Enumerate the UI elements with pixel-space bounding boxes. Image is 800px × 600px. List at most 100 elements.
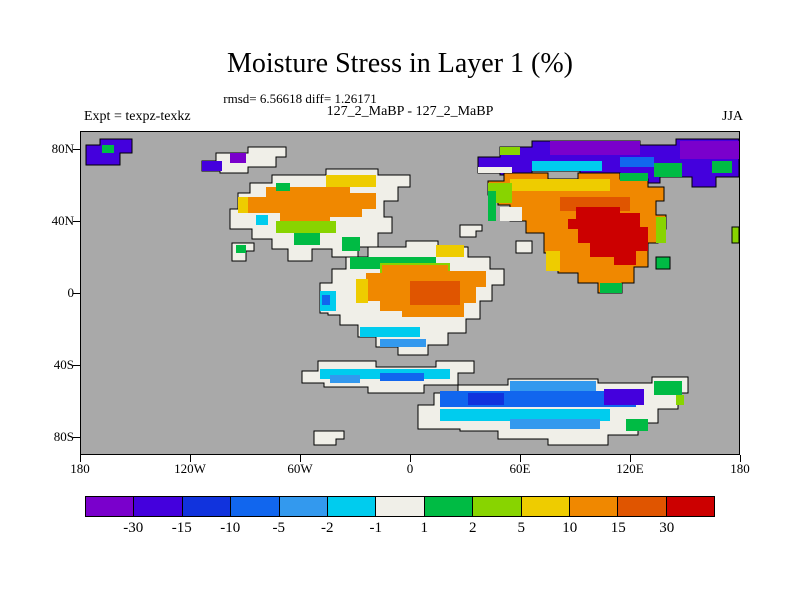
colorbar: -30 -15 -10 -5 -2 -1 1 2 5 10 15 30	[85, 496, 716, 537]
colorbar-label: 2	[469, 520, 477, 536]
patch-na-green-3	[276, 183, 290, 191]
colorbar-segment	[472, 496, 522, 517]
colorbar-label: 10	[562, 520, 578, 536]
colorbar-label: -10	[220, 520, 241, 536]
colorbar-segment	[85, 496, 135, 517]
patch-na-green-2	[342, 237, 360, 251]
colorbar-segment	[326, 496, 377, 517]
y-axis-tick	[73, 293, 80, 294]
colorbar-label: -1	[369, 520, 383, 536]
colorbar-label: 1	[420, 520, 429, 536]
y-axis-tick	[73, 149, 80, 150]
region-eurasia-south-isle	[515, 240, 533, 254]
colorbar-segment	[617, 496, 667, 517]
colorbar-segment	[181, 496, 232, 517]
patch-eurasia-green-left	[488, 191, 496, 221]
patch-tropical-lightblue-bottom	[380, 339, 426, 347]
colorbar-label: 15	[610, 520, 626, 536]
patch-eurasia-green-topright	[620, 173, 648, 181]
patch-eurasia-green-bottom	[600, 283, 622, 293]
anomaly-patches	[102, 141, 739, 431]
colorbar-label: -30	[123, 520, 144, 536]
y-axis-label: 80N	[51, 141, 74, 156]
patch-antarctica-blue-2	[468, 393, 504, 405]
x-axis-label: 60W	[287, 461, 313, 476]
patch-antarctica-green-1	[654, 381, 682, 395]
y-axis-tick	[73, 437, 80, 438]
patch-antarctica-green-2	[626, 419, 648, 431]
region-eurasia-west-isle	[459, 224, 483, 238]
colorbar-segment	[665, 496, 716, 517]
page-title: Moisture Stress in Layer 1 (%)	[226, 48, 574, 79]
x-axis-tick	[300, 455, 301, 462]
patch-band-cyan	[532, 161, 602, 171]
patch-tropical-darkorange	[410, 281, 460, 305]
region-south-isle	[313, 430, 345, 446]
patch-na-island-green	[236, 245, 246, 253]
patch-antarctica-yellowgreen	[676, 395, 684, 405]
colorbar-segment	[133, 496, 183, 517]
colorbar-segment	[375, 496, 425, 517]
x-axis-tick	[410, 455, 411, 462]
patch-band-green-1	[654, 163, 682, 177]
x-axis-label: 180	[70, 461, 90, 476]
y-axis-label: 40N	[51, 213, 74, 228]
x-axis-tick	[630, 455, 631, 462]
patch-tropical-yellow-top	[436, 245, 464, 257]
colorbar-label: -2	[321, 520, 334, 536]
map-plot-area	[80, 131, 740, 455]
y-axis-label: 40S	[53, 357, 74, 372]
patch-southband-lightblue	[330, 375, 360, 383]
y-axis-tick	[73, 221, 80, 222]
patch-na-yellow-left	[238, 197, 248, 213]
patch-na-cyan	[256, 215, 268, 225]
patch-arctic-mid-indigo	[202, 161, 222, 171]
patch-band-blue	[620, 157, 654, 167]
patch-tropical-blue-left	[322, 295, 330, 305]
comparison-label: 127_2_MaBP - 127_2_MaBP	[326, 104, 494, 119]
x-axis-tick	[520, 455, 521, 462]
colorbar-label: 5	[517, 520, 526, 536]
patch-tropical-yellow-left	[356, 279, 368, 303]
patch-band-white-edge	[478, 167, 512, 173]
patch-na-green-1	[294, 233, 320, 245]
colorbar-label: 30	[659, 520, 675, 536]
x-axis-label: 180	[730, 461, 750, 476]
colorbar-labels: -30 -15 -10 -5 -2 -1 1 2 5 10 15 30	[85, 520, 715, 537]
colorbar-segments	[85, 496, 716, 517]
season-label: JJA	[722, 109, 744, 124]
colorbar-segment	[230, 496, 280, 517]
patch-southband-blue	[380, 373, 424, 381]
x-axis-tick	[190, 455, 191, 462]
patch-na-yellow-topright	[326, 175, 376, 187]
x-axis-label: 60E	[509, 461, 531, 476]
experiment-label: Expt = texpz-texkz	[84, 109, 191, 124]
colorbar-segment	[423, 496, 474, 517]
patch-eurasia-white-left	[500, 207, 522, 221]
y-axis-tick	[73, 365, 80, 366]
patch-eurasia-yellowgreen-right	[656, 217, 666, 243]
y-axis-label: 0	[67, 285, 75, 300]
patch-band-violet-2	[680, 141, 739, 159]
colorbar-segment	[278, 496, 328, 517]
colorbar-label: -5	[272, 520, 286, 536]
region-east-edge-isle	[731, 226, 740, 244]
patch-eurasia-yellow-top	[510, 179, 610, 191]
patch-na-yellowgreen	[276, 221, 336, 233]
patch-antarctica-lightblue-top	[510, 381, 596, 391]
patch-antarctica-indigo	[604, 389, 644, 405]
x-axis-label: 120W	[174, 461, 206, 476]
colorbar-segment	[568, 496, 619, 517]
x-axis-label: 120E	[616, 461, 644, 476]
patch-band-violet-1	[550, 141, 640, 155]
stats-line: rmsd= 6.56618 diff= 1.26171	[223, 91, 377, 106]
patch-eurasia-red-core	[568, 207, 648, 265]
patch-antarctica-lightblue	[510, 419, 600, 429]
patch-antarctica-cyan	[440, 409, 610, 421]
region-eurasia-east-isle	[655, 256, 671, 270]
x-axis-tick	[80, 455, 81, 462]
x-axis-label: 0	[406, 461, 414, 476]
patch-tropical-cyan-bottom	[360, 327, 420, 337]
x-axis-tick	[740, 455, 741, 462]
